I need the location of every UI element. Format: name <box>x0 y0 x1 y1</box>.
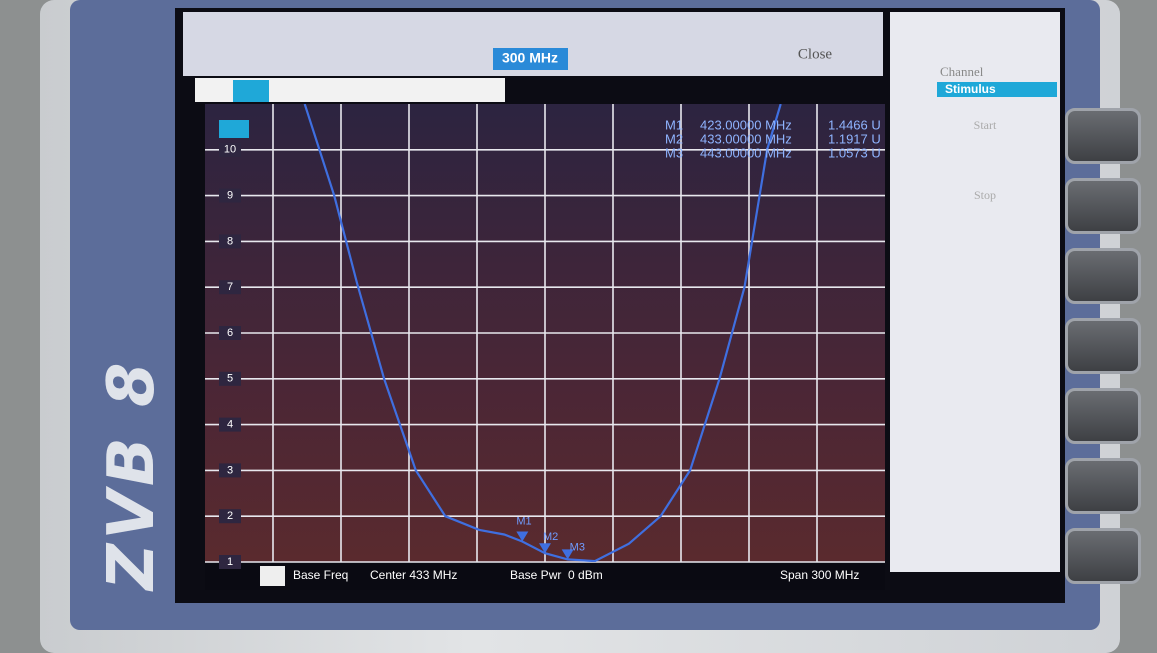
trace-indicator <box>219 120 249 138</box>
marker <box>516 531 529 542</box>
softkey[interactable] <box>1065 318 1141 374</box>
marker-label: M1 <box>516 515 531 527</box>
y-tick-label: 4 <box>227 419 233 431</box>
softkey-label[interactable]: Stop <box>974 188 996 202</box>
tick-label-bg <box>219 463 241 478</box>
marker <box>561 549 574 560</box>
plot: 1 2 3 4 5 6 7 8 9 10 M1 M1 423.00000 MHz 1.4466 U M2 M2… <box>205 104 885 569</box>
footer-bar <box>205 564 885 590</box>
side-panel <box>890 12 1060 572</box>
y-tick-label: 1 <box>227 556 233 568</box>
device-label: ZVB 8 <box>95 358 169 590</box>
softkey[interactable] <box>1065 178 1141 234</box>
marker-table-value: 1.0573 U <box>828 145 881 160</box>
softkey[interactable] <box>1065 458 1141 514</box>
softkey[interactable] <box>1065 108 1141 164</box>
tick-label-bg <box>219 326 241 340</box>
marker-table-name: M3 <box>665 145 683 160</box>
tick-label-bg <box>219 371 241 386</box>
y-tick-label: 5 <box>227 373 233 385</box>
marker-table-name: M2 <box>665 131 683 146</box>
side-panel-header-text: Stimulus <box>945 82 996 96</box>
marker-table-value: 1.4466 U <box>828 117 881 132</box>
softkey[interactable] <box>1065 528 1141 584</box>
tick-label-bg <box>219 142 241 157</box>
marker-table-value: 1.1917 U <box>828 131 881 146</box>
marker <box>539 543 551 554</box>
tick-label-bg <box>219 555 241 569</box>
tick-label-bg <box>219 188 241 203</box>
y-tick-label: 8 <box>227 235 233 247</box>
tick-label-bg <box>219 509 241 524</box>
input-indicator <box>233 80 269 102</box>
y-tick-label: 7 <box>227 281 233 293</box>
tick-label-bg <box>219 234 241 249</box>
y-tick-label: 2 <box>227 510 233 522</box>
footer-span: Span 300 MHz <box>780 568 859 582</box>
marker-label: M3 <box>570 541 585 553</box>
side-panel-title: Channel <box>940 64 984 79</box>
tick-label-bg <box>219 280 241 295</box>
marker-table-name: M1 <box>665 117 683 132</box>
y-tick-label: 10 <box>224 144 236 156</box>
y-tick-label: 6 <box>227 327 233 339</box>
footer-base-freq: Base Freq <box>293 568 348 582</box>
span-field-text: 300 MHz <box>502 50 558 66</box>
footer-center: Center 433 MHz <box>370 568 457 582</box>
screen: 300 MHz Close Channel Stimulus Start Sto… <box>175 8 1065 603</box>
marker-table-freq: 443.00000 MHz <box>700 145 792 160</box>
tick-label-bg <box>219 417 241 432</box>
softkey-label[interactable]: Start <box>974 118 997 132</box>
footer-swatch <box>260 566 285 586</box>
y-tick-label: 9 <box>227 190 233 202</box>
marker-label: M2 <box>543 531 558 543</box>
softkey[interactable] <box>1065 388 1141 444</box>
y-tick-label: 3 <box>227 464 233 476</box>
side-panel-header <box>937 82 1057 97</box>
footer-base-pwr: Base Pwr 0 dBm <box>510 568 603 582</box>
marker-table-freq: 423.00000 MHz <box>700 117 792 132</box>
softkey[interactable] <box>1065 248 1141 304</box>
marker-table-freq: 433.00000 MHz <box>700 131 792 146</box>
span-field[interactable] <box>493 48 568 70</box>
close-button[interactable]: Close <box>798 46 833 62</box>
